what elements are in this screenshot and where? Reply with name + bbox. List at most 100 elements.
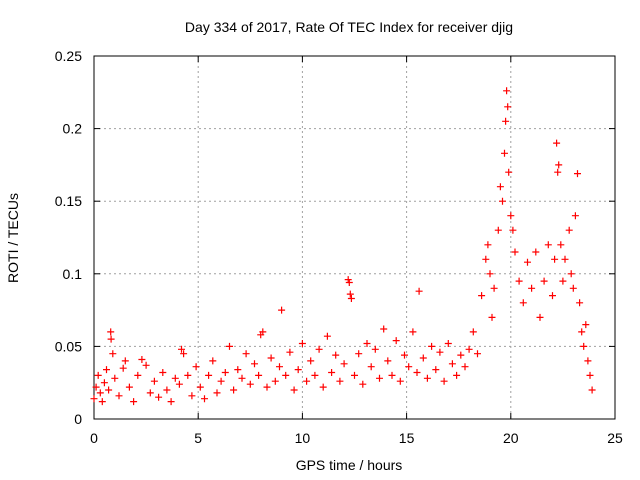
data-point (307, 357, 315, 365)
data-point (359, 380, 367, 388)
data-point (478, 292, 486, 300)
data-point (234, 366, 242, 374)
x-tick-label: 10 (295, 430, 311, 446)
plot-frame (93, 55, 616, 420)
data-point (486, 270, 494, 278)
data-point (380, 325, 388, 333)
data-point (448, 360, 456, 368)
data-point (184, 371, 192, 379)
data-point (96, 389, 104, 397)
data-point (586, 371, 594, 379)
data-point (192, 363, 200, 371)
axis-ticks: 0 5 10 15 20 25 0 0.05 0.1 0.15 0.2 0.25 (55, 48, 623, 446)
data-point (290, 386, 298, 394)
y-tick-label: 0.05 (55, 338, 82, 354)
data-point (565, 226, 573, 234)
grid-lines (94, 56, 615, 419)
data-point (155, 393, 163, 401)
data-point (159, 369, 167, 376)
data-point (230, 386, 238, 394)
data-point (209, 357, 217, 365)
data-point (130, 398, 138, 406)
data-point (98, 398, 106, 406)
data-point (259, 328, 267, 336)
data-point (574, 170, 581, 178)
data-point (271, 377, 279, 385)
data-point (367, 363, 375, 371)
data-point (519, 299, 527, 307)
data-point (528, 284, 536, 292)
data-point (267, 354, 275, 362)
data-point (298, 340, 306, 347)
data-point (569, 284, 577, 292)
data-point (242, 350, 250, 358)
data-point (571, 212, 579, 220)
data-point (490, 284, 498, 292)
data-point (282, 371, 290, 379)
data-point (419, 354, 427, 362)
data-point (396, 377, 404, 385)
data-point (555, 161, 563, 169)
data-point (286, 348, 294, 356)
data-point (319, 383, 327, 391)
data-point (107, 335, 115, 343)
data-point (345, 279, 353, 286)
data-point (409, 328, 417, 336)
data-point (465, 345, 473, 353)
data-point (315, 345, 323, 353)
data-point (499, 197, 506, 205)
data-point (311, 371, 319, 379)
data-point (142, 361, 150, 369)
data-point (100, 379, 108, 387)
data-point (303, 377, 311, 385)
x-tick-label: 0 (90, 430, 98, 446)
data-point (109, 350, 117, 358)
data-point (107, 328, 115, 336)
data-point (371, 345, 379, 353)
data-point (488, 313, 496, 321)
data-point (469, 328, 477, 336)
y-axis-label: ROTI / TECUs (5, 193, 21, 283)
data-point (167, 398, 175, 406)
data-point (428, 342, 436, 350)
data-point (180, 350, 188, 358)
data-point (121, 357, 129, 365)
data-point (178, 345, 185, 353)
data-point (328, 369, 336, 376)
data-point (188, 392, 196, 400)
data-point (376, 374, 383, 382)
data-point (509, 226, 517, 234)
data-point (532, 248, 540, 256)
data-point (444, 340, 452, 347)
data-point (559, 277, 567, 285)
data-point (578, 328, 586, 336)
data-point (346, 290, 354, 298)
data-point (515, 277, 523, 285)
data-point (557, 241, 565, 249)
data-point (278, 306, 286, 314)
data-point (134, 371, 142, 379)
data-point (561, 255, 569, 263)
data-point (576, 299, 584, 307)
data-point (580, 342, 588, 350)
data-point (554, 168, 562, 176)
data-point (507, 212, 515, 220)
data-point (171, 374, 179, 382)
data-point (336, 377, 344, 385)
data-point (175, 380, 183, 388)
data-point (440, 377, 448, 385)
data-point (246, 380, 254, 388)
y-tick-label: 0.1 (63, 266, 83, 282)
data-point (413, 369, 421, 376)
data-point (92, 383, 100, 391)
data-point (494, 226, 502, 234)
data-point (474, 350, 481, 358)
data-point (496, 183, 504, 191)
data-point (567, 270, 575, 278)
data-point (511, 248, 519, 256)
data-point (453, 371, 461, 379)
data-point (505, 168, 513, 176)
data-point (549, 292, 556, 300)
